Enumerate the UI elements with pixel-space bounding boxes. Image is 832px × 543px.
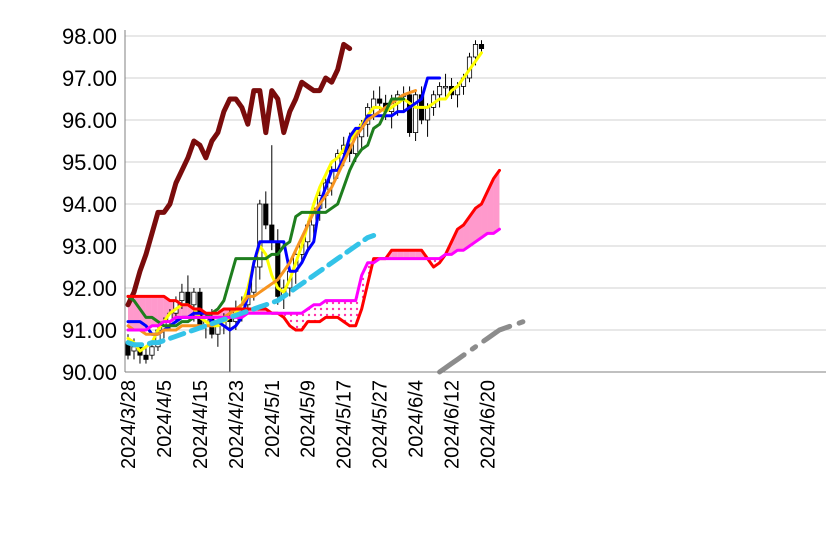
candle-body [143,354,149,360]
series-line [126,51,483,353]
cloud-segment [325,300,332,318]
series-line [126,97,406,328]
x-tick-label: 2024/6/12 [442,380,464,469]
y-tick-label: 94.00 [62,192,117,217]
cloud-segment [487,178,494,234]
series-line [126,89,418,336]
cloud-segment [337,300,344,322]
candle-body [436,86,443,96]
cloud-segment [145,296,152,330]
y-tick-label: 90.00 [62,360,117,385]
candle-body [413,94,419,134]
cloud-segment [301,309,308,330]
y-tick-label: 91.00 [62,318,117,343]
candle-body [269,224,275,243]
x-tick-label: 2024/6/20 [477,380,499,469]
grid-lines [125,35,826,373]
cloud-segment [403,250,410,259]
y-tick-label: 96.00 [62,108,117,133]
x-tick-label: 2024/4/15 [190,380,212,469]
cloud-segment [409,250,416,259]
indicator-lines [125,41,532,375]
y-tick-label: 93.00 [62,234,117,259]
cloud-segment [157,296,164,326]
x-axis: 2024/3/28 2024/4/5 2024/4/15 2024/4/23 2024/… [118,380,499,469]
candle-body [191,291,197,306]
candle-body [179,291,185,302]
candle-body [478,44,485,50]
cloud-segment [391,250,398,259]
x-tick-label: 2024/4/5 [154,380,176,458]
x-tick-label: 2024/5/1 [262,380,284,458]
candle-body [377,98,383,104]
y-tick-label: 95.00 [62,150,117,175]
series-line [125,41,353,308]
cloud-segment [181,304,188,318]
cloud-segment [349,300,356,326]
y-tick-label: 98.00 [62,24,117,49]
x-tick-label: 2024/6/4 [406,380,428,458]
candle-body [472,44,479,58]
cloud-segment [313,304,320,322]
cloud-segment [295,313,302,330]
candle-body [442,86,449,89]
cloud-segment [469,208,476,246]
cloud-segment [415,250,422,259]
candle-body [131,346,137,352]
cloud-segment [475,204,482,242]
y-tick-label: 92.00 [62,276,117,301]
series-line [126,227,501,332]
series-line [126,168,501,332]
x-tick-label: 2024/3/28 [118,380,140,469]
cloud-segment [397,250,404,259]
candle-body [407,94,413,134]
x-tick-label: 2024/5/17 [334,380,356,469]
x-tick-label: 2024/5/9 [298,380,320,458]
x-tick-label: 2024/4/23 [226,380,248,469]
cloud-segment [457,225,464,251]
y-tick-label: 97.00 [62,66,117,91]
cloud-segment [493,170,500,234]
cloud-segment [331,300,338,318]
cloud-segment [343,300,350,326]
candle-body [263,203,269,226]
candle-body [185,291,191,306]
candle-body [149,346,155,356]
cloud-segment [319,300,326,322]
series-line [437,317,532,375]
candle-body [425,107,431,121]
candle-body [257,203,263,268]
x-tick-label: 2024/5/27 [370,380,392,469]
y-axis: 90.00 91.00 92.00 93.00 94.00 95.00 96.00 97.00… [62,24,826,385]
series-line [125,233,377,348]
